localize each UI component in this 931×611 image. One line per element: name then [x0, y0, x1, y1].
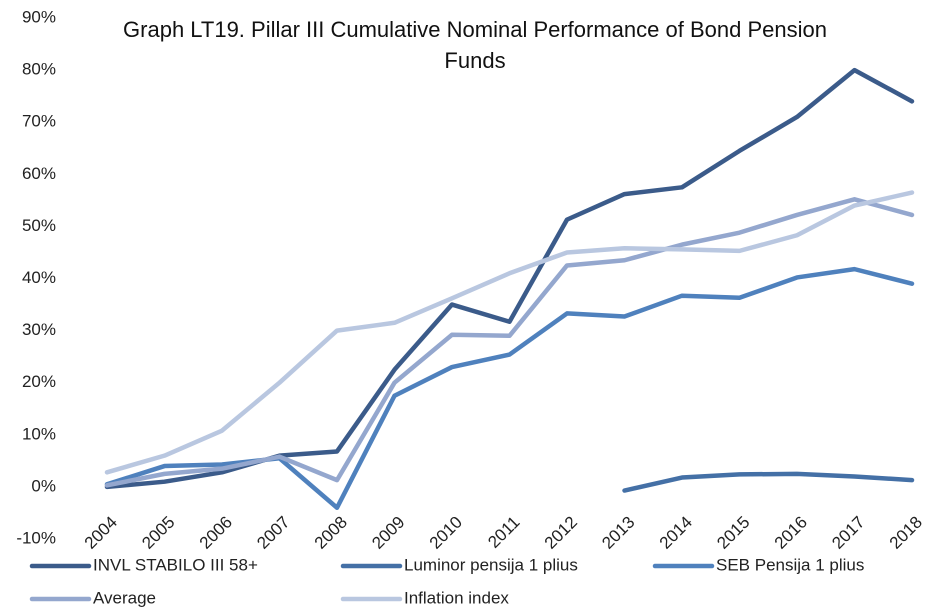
- y-tick-label: 30%: [22, 320, 56, 339]
- legend-label: INVL STABILO III 58+: [93, 555, 258, 574]
- x-tick-label: 2005: [138, 513, 178, 553]
- y-tick-label: 40%: [22, 268, 56, 287]
- data-line: [622, 471, 915, 493]
- x-tick-label: 2017: [828, 513, 868, 553]
- x-tick-label: 2007: [253, 513, 293, 553]
- y-tick-label: 20%: [22, 372, 56, 391]
- chart-title: Graph LT19. Pillar III Cumulative Nomina…: [123, 17, 827, 73]
- x-tick-label: 2006: [196, 513, 236, 553]
- x-tick-label: 2011: [484, 513, 523, 552]
- y-tick-label: 10%: [22, 424, 56, 443]
- y-tick-label: 60%: [22, 164, 56, 183]
- x-tick-label: 2016: [771, 513, 811, 553]
- legend-label: Average: [93, 588, 156, 607]
- x-tick-label: 2015: [713, 513, 753, 553]
- data-line: [104, 190, 915, 475]
- y-tick-label: 90%: [22, 7, 56, 26]
- legend-label: Luminor pensija 1 plius: [404, 555, 578, 574]
- y-tick-label: 70%: [22, 112, 56, 131]
- x-tick-label: 2010: [426, 513, 466, 553]
- x-tick-label: 2009: [368, 513, 408, 553]
- y-tick-label: -10%: [16, 528, 56, 547]
- x-tick-label: 2018: [886, 513, 926, 553]
- x-tick-label: 2008: [311, 513, 351, 553]
- y-tick-label: 0%: [31, 476, 56, 495]
- data-line: [104, 197, 915, 488]
- y-tick-label: 80%: [22, 60, 56, 79]
- x-tick-label: 2013: [598, 513, 638, 553]
- x-tick-label: 2014: [656, 513, 696, 553]
- legend-label: Inflation index: [404, 588, 509, 607]
- x-tick-label: 2004: [81, 513, 121, 553]
- x-tick-label: 2012: [541, 513, 581, 553]
- y-tick-label: 50%: [22, 216, 56, 235]
- legend-label: SEB Pensija 1 plius: [716, 555, 864, 574]
